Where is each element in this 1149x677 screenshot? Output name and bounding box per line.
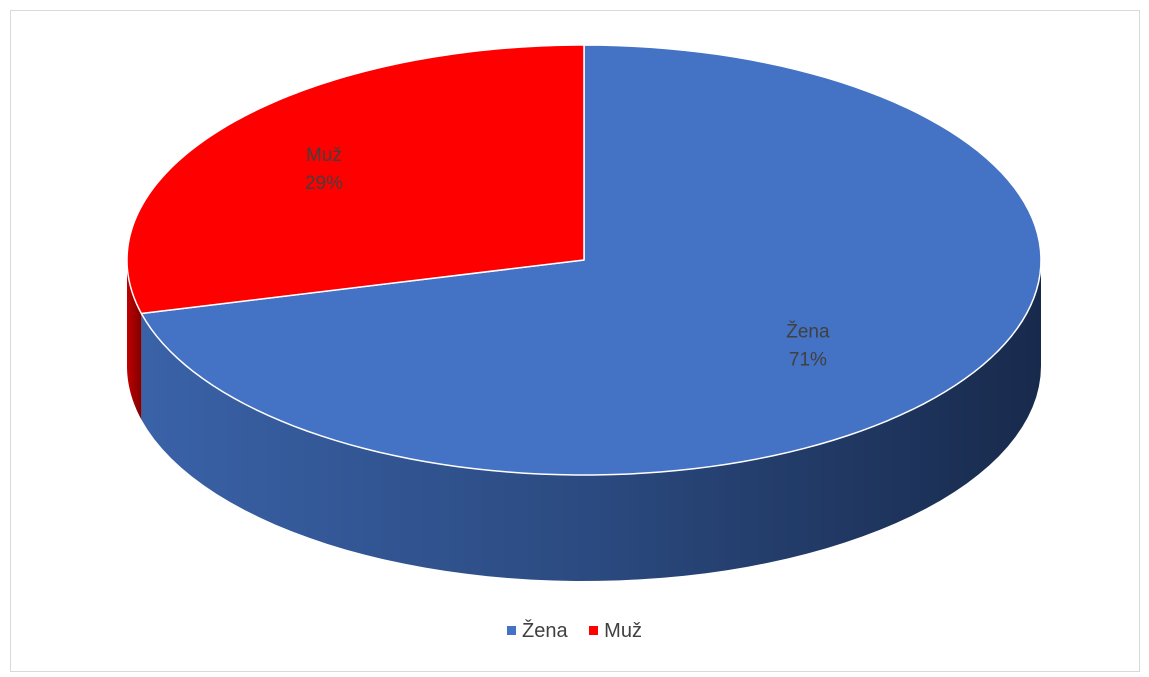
legend-label-zena: Žena xyxy=(522,620,568,643)
chart-legend: Žena Muž xyxy=(0,620,1149,643)
pie-side-muz xyxy=(127,260,142,420)
slice-label-zena-name: Žena xyxy=(786,321,830,343)
slice-label-zena-percent: 71% xyxy=(789,350,827,371)
legend-item-zena: Žena xyxy=(507,620,568,643)
legend-label-muz: Muž xyxy=(604,620,642,643)
pie-side-zena xyxy=(141,260,1042,581)
slice-label-muz-percent: 29% xyxy=(305,173,343,194)
legend-swatch-muz xyxy=(589,626,599,636)
pie-slice-muz xyxy=(126,44,585,315)
legend-item-muz: Muž xyxy=(589,620,642,643)
pie-slice-zena xyxy=(140,44,1042,476)
legend-swatch-zena xyxy=(507,626,517,636)
slice-label-muz-name: Muž xyxy=(306,145,342,166)
